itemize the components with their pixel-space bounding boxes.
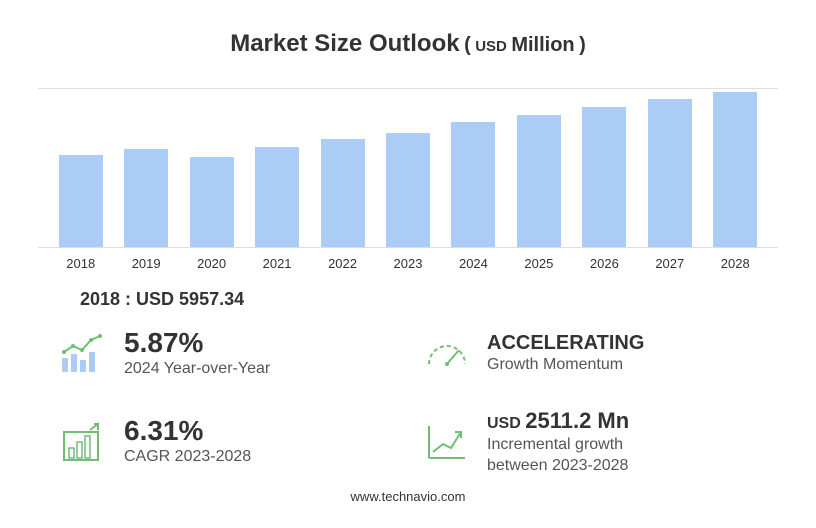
incremental-label-2: between 2023-2028	[487, 456, 629, 477]
chart-bar	[124, 149, 168, 247]
bar-chart	[38, 88, 778, 248]
stat-incremental: USD 2511.2 Mn Incremental growth between…	[423, 408, 756, 477]
year-label: 2024	[451, 256, 495, 271]
chart-bar	[713, 92, 757, 247]
growth-bars-icon	[60, 422, 106, 462]
year-label: 2020	[190, 256, 234, 271]
title-paren-close: )	[579, 34, 586, 56]
bar-trend-icon	[60, 334, 106, 374]
incremental-value-row: USD 2511.2 Mn	[487, 408, 629, 435]
chart-bar	[386, 133, 430, 247]
year-label: 2026	[582, 256, 626, 271]
incremental-value: 2511.2 Mn	[525, 408, 629, 433]
cagr-value: 6.31%	[124, 416, 251, 447]
title-main: Market Size Outlook	[230, 30, 459, 57]
stats-grid: 5.87% 2024 Year-over-Year ACCELERATING G…	[60, 328, 756, 477]
chart-title: Market Size Outlook ( USD Million )	[30, 30, 786, 58]
arrow-up-chart-icon	[423, 422, 469, 462]
x-axis-labels: 2018 2019 2020 2021 2022 2023 2024 2025 2026 2027…	[38, 256, 778, 271]
year-label: 2027	[648, 256, 692, 271]
callout-text: 2018 : USD 5957.34	[80, 289, 786, 310]
year-label: 2028	[713, 256, 757, 271]
accel-value: ACCELERATING	[487, 331, 644, 355]
yoy-value: 5.87%	[124, 328, 270, 359]
incremental-label-1: Incremental growth	[487, 435, 629, 456]
chart-bar	[517, 115, 561, 247]
chart-bar	[582, 107, 626, 247]
chart-bar	[321, 139, 365, 247]
year-label: 2023	[386, 256, 430, 271]
year-label: 2018	[59, 256, 103, 271]
year-label: 2025	[517, 256, 561, 271]
chart-bar	[451, 122, 495, 247]
chart-bar	[190, 157, 234, 247]
title-currency: USD	[475, 38, 507, 55]
stat-accelerating: ACCELERATING Growth Momentum	[423, 328, 756, 380]
stat-yoy: 5.87% 2024 Year-over-Year	[60, 328, 393, 380]
year-label: 2021	[255, 256, 299, 271]
year-label: 2019	[124, 256, 168, 271]
gauge-icon	[423, 334, 469, 374]
chart-bar	[255, 147, 299, 247]
stat-cagr: 6.31% CAGR 2023-2028	[60, 408, 393, 477]
chart-bar	[59, 155, 103, 247]
year-label: 2022	[321, 256, 365, 271]
title-paren-open: (	[464, 34, 471, 56]
footer-source: www.technavio.com	[30, 489, 786, 504]
title-unit: Million	[511, 34, 574, 56]
incremental-currency: USD	[487, 415, 521, 432]
cagr-label: CAGR 2023-2028	[124, 447, 251, 468]
chart-bar	[648, 99, 692, 247]
yoy-label: 2024 Year-over-Year	[124, 359, 270, 380]
accel-label: Growth Momentum	[487, 355, 644, 376]
